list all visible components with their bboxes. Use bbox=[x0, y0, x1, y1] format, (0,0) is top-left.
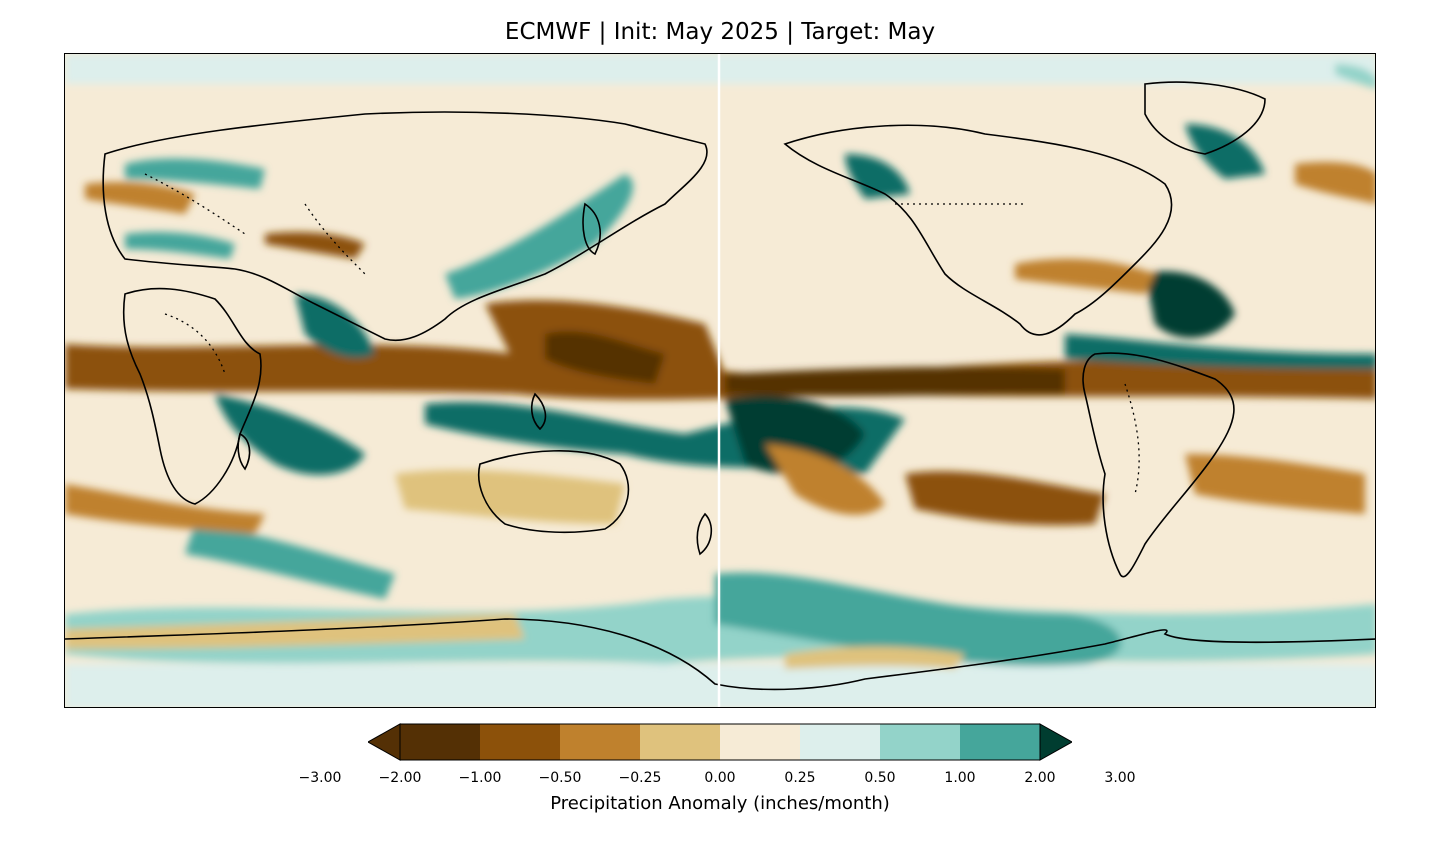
colorbar-segment bbox=[560, 724, 641, 760]
colorbar-segment bbox=[960, 724, 1041, 760]
country-borders bbox=[144, 173, 1140, 495]
colorbar-tick-label: 0.00 bbox=[704, 770, 736, 786]
coastlines bbox=[65, 81, 1375, 691]
coastline-antarctica bbox=[65, 618, 1375, 691]
coastline-africa bbox=[122, 287, 262, 505]
colorbar-segment bbox=[800, 724, 881, 760]
colorbar-tick-label: −0.25 bbox=[618, 770, 662, 786]
colorbar-segment bbox=[880, 724, 961, 760]
colorbar-segment bbox=[480, 724, 561, 760]
colorbar bbox=[368, 723, 1072, 761]
colorbar-tick-label: −0.50 bbox=[538, 770, 582, 786]
colorbar-tick-label: 1.00 bbox=[944, 770, 976, 786]
colorbar-tick-label: 2.00 bbox=[1024, 770, 1056, 786]
map-title: ECMWF | Init: May 2025 | Target: May bbox=[504, 19, 936, 45]
precipitation-anomaly-map bbox=[64, 53, 1376, 708]
coastline-north-america bbox=[783, 124, 1173, 336]
colorbar-segment bbox=[400, 724, 481, 760]
colorbar-tick-label: −1.00 bbox=[458, 770, 502, 786]
colorbar-segment bbox=[720, 724, 801, 760]
colorbar-tick-label: −2.00 bbox=[378, 770, 422, 786]
colorbar-tick-label: 0.25 bbox=[784, 770, 816, 786]
colorbar-extend-low bbox=[368, 723, 401, 761]
coastline-australia bbox=[478, 450, 630, 534]
colorbar-extend-high bbox=[1039, 723, 1072, 761]
coastline-greenland bbox=[1144, 81, 1266, 155]
colorbar-label: Precipitation Anomaly (inches/month) bbox=[550, 793, 890, 814]
colorbar-tick-label: −3.00 bbox=[298, 770, 342, 786]
coastline-eurasia bbox=[102, 111, 708, 342]
colorbar-tick-label: 0.50 bbox=[864, 770, 896, 786]
coastline-south-america bbox=[1082, 352, 1235, 578]
colorbar-segment bbox=[640, 724, 721, 760]
colorbar-tick-label: 3.00 bbox=[1104, 770, 1136, 786]
